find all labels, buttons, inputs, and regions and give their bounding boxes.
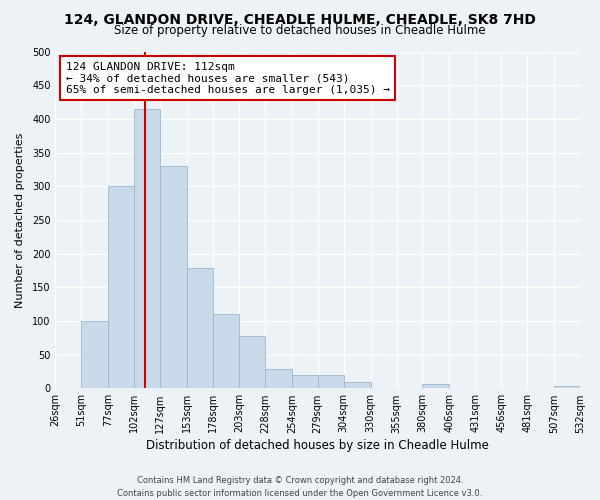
Bar [160,166,187,388]
X-axis label: Distribution of detached houses by size in Cheadle Hulme: Distribution of detached houses by size … [146,440,489,452]
Bar [239,336,265,388]
Bar [109,186,134,388]
Bar [292,375,318,388]
Bar [344,382,371,388]
Text: 124, GLANDON DRIVE, CHEADLE HULME, CHEADLE, SK8 7HD: 124, GLANDON DRIVE, CHEADLE HULME, CHEAD… [64,12,536,26]
Bar [213,314,239,388]
Y-axis label: Number of detached properties: Number of detached properties [15,132,25,308]
Bar [318,375,344,388]
Text: 124 GLANDON DRIVE: 112sqm
← 34% of detached houses are smaller (543)
65% of semi: 124 GLANDON DRIVE: 112sqm ← 34% of detac… [66,62,390,95]
Bar [82,321,109,388]
Bar [554,386,580,388]
Bar [265,370,292,388]
Bar [134,109,160,388]
Bar [187,268,213,388]
Text: Contains HM Land Registry data © Crown copyright and database right 2024.
Contai: Contains HM Land Registry data © Crown c… [118,476,482,498]
Bar [422,384,449,388]
Text: Size of property relative to detached houses in Cheadle Hulme: Size of property relative to detached ho… [114,24,486,37]
